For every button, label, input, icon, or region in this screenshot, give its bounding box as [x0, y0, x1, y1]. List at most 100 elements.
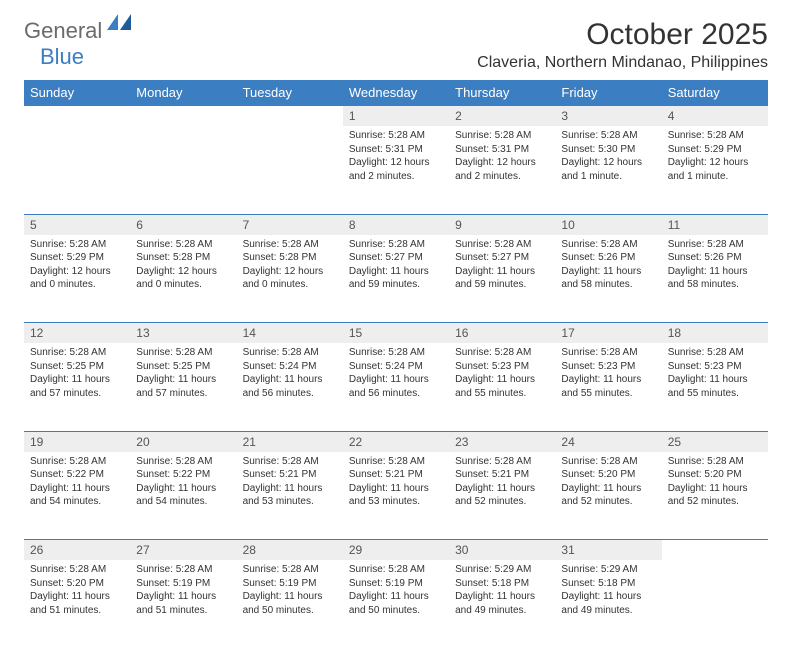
day-info-line: Sunrise: 5:28 AM [668, 346, 762, 360]
day-content-cell: Sunrise: 5:28 AMSunset: 5:21 PMDaylight:… [343, 452, 449, 540]
day-content-cell: Sunrise: 5:28 AMSunset: 5:24 PMDaylight:… [237, 343, 343, 431]
day-number-cell: 23 [449, 431, 555, 452]
day-number-cell: 17 [555, 323, 661, 344]
day-number: 10 [555, 215, 661, 235]
day-content: Sunrise: 5:28 AMSunset: 5:25 PMDaylight:… [24, 343, 130, 406]
week-content-row: Sunrise: 5:28 AM Sunset: 5:29 PM Daylight:… [24, 235, 768, 323]
day-number: 28 [237, 540, 343, 560]
day-content-cell: Sunrise: 5:28 AMSunset: 5:22 PMDaylight:… [24, 452, 130, 540]
day-content: Sunrise: 5:28 AMSunset: 5:19 PMDaylight:… [130, 560, 236, 623]
weekday-header-row: Sunday Monday Tuesday Wednesday Thursday… [24, 80, 768, 106]
day-content-cell: Sunrise: 5:28 AMSunset: 5:24 PMDaylight:… [343, 343, 449, 431]
week-daynum-row: 567891011 [24, 214, 768, 235]
week-daynum-row: 1234 [24, 106, 768, 127]
day-info-line: Sunset: 5:20 PM [30, 577, 124, 591]
day-info-line: Sunset: 5:21 PM [349, 468, 443, 482]
day-info-line: Sunrise: 5:28 AM [561, 129, 655, 143]
week-daynum-row: 262728293031 [24, 540, 768, 561]
day-info-line: Sunrise: 5:28 AM [561, 238, 655, 252]
day-content-cell: Sunrise: 5:28 AMSunset: 5:27 PMDaylight:… [449, 235, 555, 323]
day-content-cell: Sunrise: 5:28 AMSunset: 5:19 PMDaylight:… [343, 560, 449, 648]
day-number: 5 [24, 215, 130, 235]
day-info-line: Sunrise: 5:28 AM [243, 238, 337, 252]
day-info-line: Sunrise: 5:28 AM [30, 563, 124, 577]
day-number-cell [24, 106, 130, 127]
day-info-line: Sunrise: 5:28 AM [349, 346, 443, 360]
day-info-line: Sunset: 5:24 PM [349, 360, 443, 374]
day-content [130, 126, 236, 135]
day-info-line: Sunrise: 5:28 AM [30, 455, 124, 469]
day-number-cell: 7 [237, 214, 343, 235]
day-info-line: Daylight: 12 hours and 1 minute. [668, 156, 762, 183]
day-content-cell: Sunrise: 5:28 AMSunset: 5:25 PMDaylight:… [130, 343, 236, 431]
day-info-line: Daylight: 11 hours and 52 minutes. [668, 482, 762, 509]
day-number: 21 [237, 432, 343, 452]
page-header: General Blue October 2025 Claveria, Nort… [24, 18, 768, 72]
day-number: 22 [343, 432, 449, 452]
day-info-line: Daylight: 11 hours and 50 minutes. [349, 590, 443, 617]
day-number: 31 [555, 540, 661, 560]
day-info-line: Sunset: 5:28 PM [136, 251, 230, 265]
day-number: 13 [130, 323, 236, 343]
day-info-line: Sunset: 5:18 PM [561, 577, 655, 591]
day-content-cell [24, 126, 130, 214]
day-number-cell: 8 [343, 214, 449, 235]
day-content: Sunrise: 5:28 AMSunset: 5:19 PMDaylight:… [343, 560, 449, 623]
logo-sail-icon [107, 19, 133, 36]
week-content-row: Sunrise: 5:28 AMSunset: 5:25 PMDaylight:… [24, 343, 768, 431]
day-number-cell: 16 [449, 323, 555, 344]
day-number [662, 540, 768, 560]
day-info-line: Sunset: 5:28 PM [243, 251, 337, 265]
day-content-cell: Sunrise: 5:28 AMSunset: 5:26 PMDaylight:… [555, 235, 661, 323]
day-number-cell: 2 [449, 106, 555, 127]
day-info-line: Sunset: 5:29 PM [30, 251, 124, 265]
day-content: Sunrise: 5:29 AMSunset: 5:18 PMDaylight:… [449, 560, 555, 623]
day-content-cell: Sunrise: 5:28 AMSunset: 5:28 PMDaylight:… [130, 235, 236, 323]
day-info-line: Daylight: 11 hours and 54 minutes. [30, 482, 124, 509]
day-info-line: Sunrise: 5:28 AM [668, 129, 762, 143]
day-content-cell: Sunrise: 5:28 AMSunset: 5:26 PMDaylight:… [662, 235, 768, 323]
day-content: Sunrise: 5:28 AMSunset: 5:23 PMDaylight:… [555, 343, 661, 406]
day-info-line: Sunset: 5:19 PM [136, 577, 230, 591]
day-number-cell: 9 [449, 214, 555, 235]
day-number-cell: 3 [555, 106, 661, 127]
day-info-line: Daylight: 11 hours and 52 minutes. [561, 482, 655, 509]
day-info-line: Daylight: 11 hours and 50 minutes. [243, 590, 337, 617]
day-info-line: Sunset: 5:31 PM [349, 143, 443, 157]
day-number-cell [662, 540, 768, 561]
day-content: Sunrise: 5:28 AMSunset: 5:26 PMDaylight:… [555, 235, 661, 298]
day-content-cell: Sunrise: 5:28 AMSunset: 5:19 PMDaylight:… [237, 560, 343, 648]
day-number: 25 [662, 432, 768, 452]
day-content-cell: Sunrise: 5:28 AMSunset: 5:22 PMDaylight:… [130, 452, 236, 540]
day-info-line: Sunset: 5:29 PM [668, 143, 762, 157]
day-number: 1 [343, 106, 449, 126]
day-number-cell: 5 [24, 214, 130, 235]
day-number-cell: 14 [237, 323, 343, 344]
day-info-line: Sunset: 5:21 PM [455, 468, 549, 482]
day-number: 2 [449, 106, 555, 126]
day-info-line: Sunset: 5:26 PM [668, 251, 762, 265]
day-info-line: Sunrise: 5:28 AM [668, 238, 762, 252]
day-number: 30 [449, 540, 555, 560]
day-content: Sunrise: 5:28 AMSunset: 5:21 PMDaylight:… [237, 452, 343, 515]
day-content-cell: Sunrise: 5:28 AMSunset: 5:21 PMDaylight:… [449, 452, 555, 540]
day-number-cell: 18 [662, 323, 768, 344]
day-info-line: Sunset: 5:27 PM [455, 251, 549, 265]
day-number: 26 [24, 540, 130, 560]
day-info-line: Sunset: 5:20 PM [668, 468, 762, 482]
day-number: 14 [237, 323, 343, 343]
day-info-line: Sunrise: 5:28 AM [668, 455, 762, 469]
day-number-cell: 15 [343, 323, 449, 344]
day-info-line: Daylight: 12 hours and 0 minutes. [243, 265, 337, 292]
day-content: Sunrise: 5:28 AMSunset: 5:31 PMDaylight:… [343, 126, 449, 189]
day-content-cell: Sunrise: 5:29 AMSunset: 5:18 PMDaylight:… [449, 560, 555, 648]
day-content-cell: Sunrise: 5:28 AMSunset: 5:23 PMDaylight:… [662, 343, 768, 431]
weekday-wednesday: Wednesday [343, 80, 449, 106]
day-number-cell: 19 [24, 431, 130, 452]
day-info-line: Daylight: 11 hours and 49 minutes. [455, 590, 549, 617]
day-info-line: Sunset: 5:23 PM [561, 360, 655, 374]
day-number-cell: 30 [449, 540, 555, 561]
day-content: Sunrise: 5:28 AMSunset: 5:29 PMDaylight:… [24, 235, 130, 298]
day-content-cell [237, 126, 343, 214]
day-info-line: Daylight: 11 hours and 57 minutes. [136, 373, 230, 400]
